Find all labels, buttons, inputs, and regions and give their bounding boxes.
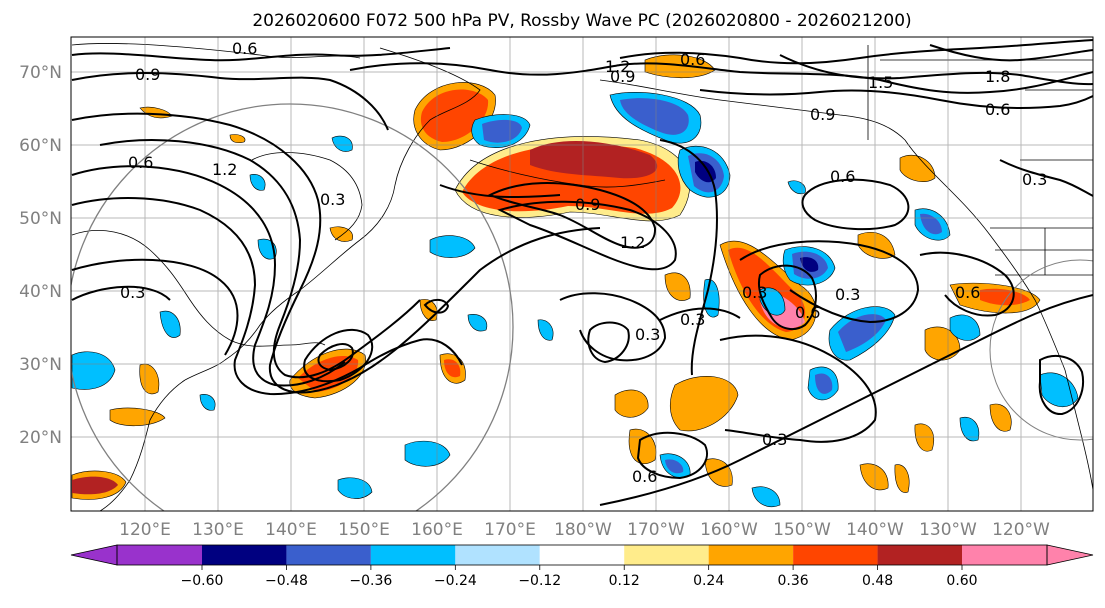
contour-label: 0.6	[632, 467, 657, 486]
lon-label: 140°W	[846, 520, 904, 540]
lon-label: 130°W	[919, 520, 977, 540]
lon-label: 120°E	[119, 520, 171, 540]
lon-label: 160°W	[700, 520, 758, 540]
lat-label: 30°N	[19, 355, 62, 375]
contour-label: 0.3	[1022, 170, 1047, 189]
colorbar-tick-label: 0.36	[778, 573, 809, 589]
figure-title: 2026020600 F072 500 hPa PV, Rossby Wave …	[252, 11, 911, 31]
colorbar-tick-label: 0.12	[609, 573, 640, 589]
contour-label: 1.2	[605, 57, 630, 76]
lat-label: 70°N	[19, 63, 62, 83]
contour-label: 0.9	[135, 65, 160, 84]
contour-label: 0.3	[762, 430, 787, 449]
colorbar-segment	[877, 545, 962, 565]
contour-label: 0.6	[128, 153, 153, 172]
colorbar-tick-label: 0.24	[693, 573, 724, 589]
colorbar-extend-max	[1046, 544, 1094, 566]
reference-circle-east	[989, 259, 1093, 441]
contour-label: 0.3	[835, 285, 860, 304]
lon-label: 130°E	[192, 520, 244, 540]
map-frame	[70, 36, 1094, 512]
lat-label: 50°N	[19, 209, 62, 229]
contour-label: 0.3	[742, 283, 767, 302]
contour-label: 0.3	[120, 283, 145, 302]
colorbar-extend-min	[70, 544, 118, 566]
lon-label: 140°E	[265, 520, 317, 540]
lat-label: 20°N	[19, 428, 62, 448]
contour-label: 0.6	[985, 100, 1010, 119]
contour-label: 0.6	[795, 303, 820, 322]
colorbar-ticks: −0.60 −0.48 −0.36 −0.24 −0.12 0.12 0.24 0.36 0.4…	[181, 565, 978, 589]
contour-label: 0.6	[955, 283, 980, 302]
lon-label: 150°E	[338, 520, 390, 540]
colorbar-segment	[962, 545, 1047, 565]
contour-label: 1.2	[620, 233, 645, 252]
map-panel: 0.6 0.9 0.6 1.2 0.3 0.9 0.6 1.2 0.9 1.5 …	[71, 37, 1093, 511]
colorbar-segments	[117, 545, 1047, 565]
colorbar-tick-label: 0.48	[862, 573, 893, 589]
contour-label: 0.9	[810, 105, 835, 124]
contour-label: 0.6	[680, 50, 705, 69]
contour-label: 1.2	[212, 160, 237, 179]
colorbar-segment	[202, 545, 287, 565]
contour-label: 0.3	[680, 310, 705, 329]
colorbar-tick-label: −0.24	[434, 573, 477, 589]
contour-label: 0.3	[635, 325, 660, 344]
lon-label: 160°E	[411, 520, 463, 540]
colorbar-outline	[116, 544, 1048, 566]
colorbar-segment	[624, 545, 709, 565]
colorbar-tick-label: −0.36	[349, 573, 392, 589]
contour-label-group: 0.6 0.9 0.6 1.2 0.3 0.9 0.6 1.2 0.9 1.5 …	[120, 39, 1047, 486]
lon-label: 180°W	[554, 520, 612, 540]
contour-label: 0.9	[610, 67, 635, 86]
contour-label: 0.9	[575, 195, 600, 214]
colorbar-tick-label: 0.60	[946, 573, 977, 589]
colorbar-segment	[455, 545, 540, 565]
colorbar-tick-label: −0.48	[265, 573, 308, 589]
lon-label: 170°W	[627, 520, 685, 540]
lat-label: 40°N	[19, 282, 62, 302]
colorbar-segment	[539, 545, 625, 565]
colorbar-segment	[286, 545, 371, 565]
contour-label: 0.3	[320, 190, 345, 209]
longitude-labels: 120°E 130°E 140°E 150°E 160°E 170°E 180°…	[119, 520, 1050, 540]
colorbar-segment	[793, 545, 878, 565]
colorbar: −0.60 −0.48 −0.36 −0.24 −0.12 0.12 0.24 0.36 0.4…	[70, 544, 1094, 589]
reference-circle-west	[71, 103, 514, 511]
lon-label: 170°E	[484, 520, 536, 540]
colorbar-tick-label: −0.12	[518, 573, 561, 589]
negative-anomaly-shading	[71, 92, 1079, 508]
contour-label: 1.5	[868, 73, 893, 92]
latitude-labels: 70°N 60°N 50°N 40°N 30°N 20°N	[19, 63, 62, 448]
pv-contours	[71, 39, 1093, 506]
contour-label: 0.6	[232, 39, 257, 58]
map-background	[71, 37, 1093, 511]
lon-label: 150°W	[773, 520, 831, 540]
colorbar-segment	[117, 545, 202, 565]
colorbar-segment	[370, 545, 456, 565]
contour-label: 0.6	[830, 167, 855, 186]
colorbar-tick-label: −0.60	[181, 573, 224, 589]
contour-label: 1.8	[985, 67, 1010, 86]
lon-label: 120°W	[992, 520, 1050, 540]
colorbar-segment	[708, 545, 794, 565]
lat-label: 60°N	[19, 136, 62, 156]
